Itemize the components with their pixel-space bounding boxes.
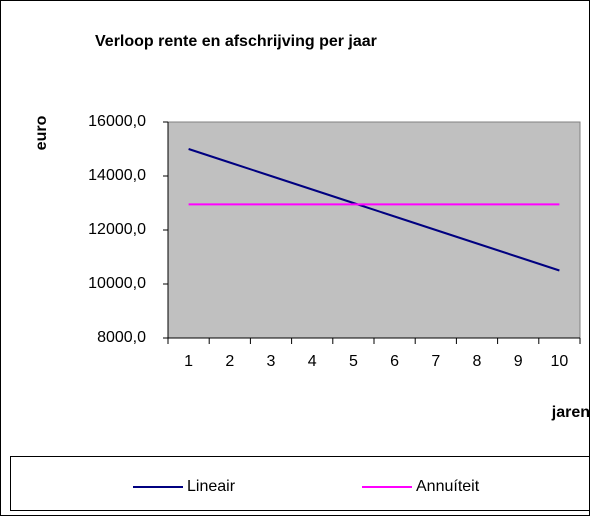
x-tick-label: 9 bbox=[514, 353, 523, 370]
y-tick-label: 12000,0 bbox=[88, 221, 146, 238]
y-tick-label: 14000,0 bbox=[88, 167, 146, 184]
x-tick-label: 4 bbox=[308, 353, 317, 370]
legend-box bbox=[10, 456, 590, 511]
x-tick-label: 8 bbox=[473, 353, 482, 370]
y-tick-label: 8000,0 bbox=[97, 329, 146, 346]
x-tick-label: 7 bbox=[431, 353, 440, 370]
x-tick-label: 1 bbox=[184, 353, 193, 370]
legend-label: Annuíteit bbox=[416, 478, 480, 495]
series-line bbox=[188, 148, 560, 272]
legend-label: Lineair bbox=[187, 478, 236, 495]
x-tick-label: 6 bbox=[390, 353, 399, 370]
plot-area bbox=[167, 121, 581, 339]
x-tick-label: 5 bbox=[349, 353, 358, 370]
x-tick-label: 3 bbox=[267, 353, 276, 370]
y-tick-label: 10000,0 bbox=[88, 275, 146, 292]
x-axis-label: jaren bbox=[551, 404, 590, 421]
chart-title: Verloop rente en afschrijving per jaar bbox=[95, 33, 377, 50]
x-tick-label: 10 bbox=[551, 353, 569, 370]
y-axis-label: euro bbox=[33, 115, 50, 150]
y-tick-label: 16000,0 bbox=[88, 113, 146, 130]
x-tick-label: 2 bbox=[225, 353, 234, 370]
